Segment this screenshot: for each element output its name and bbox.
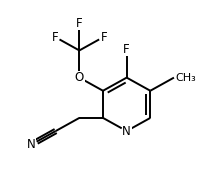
Text: N: N — [27, 138, 35, 151]
Text: F: F — [51, 31, 58, 44]
Text: N: N — [122, 125, 131, 138]
Text: O: O — [75, 71, 84, 84]
Text: F: F — [123, 43, 130, 56]
Text: CH₃: CH₃ — [176, 73, 196, 83]
Text: F: F — [101, 31, 107, 44]
Text: F: F — [76, 17, 83, 30]
